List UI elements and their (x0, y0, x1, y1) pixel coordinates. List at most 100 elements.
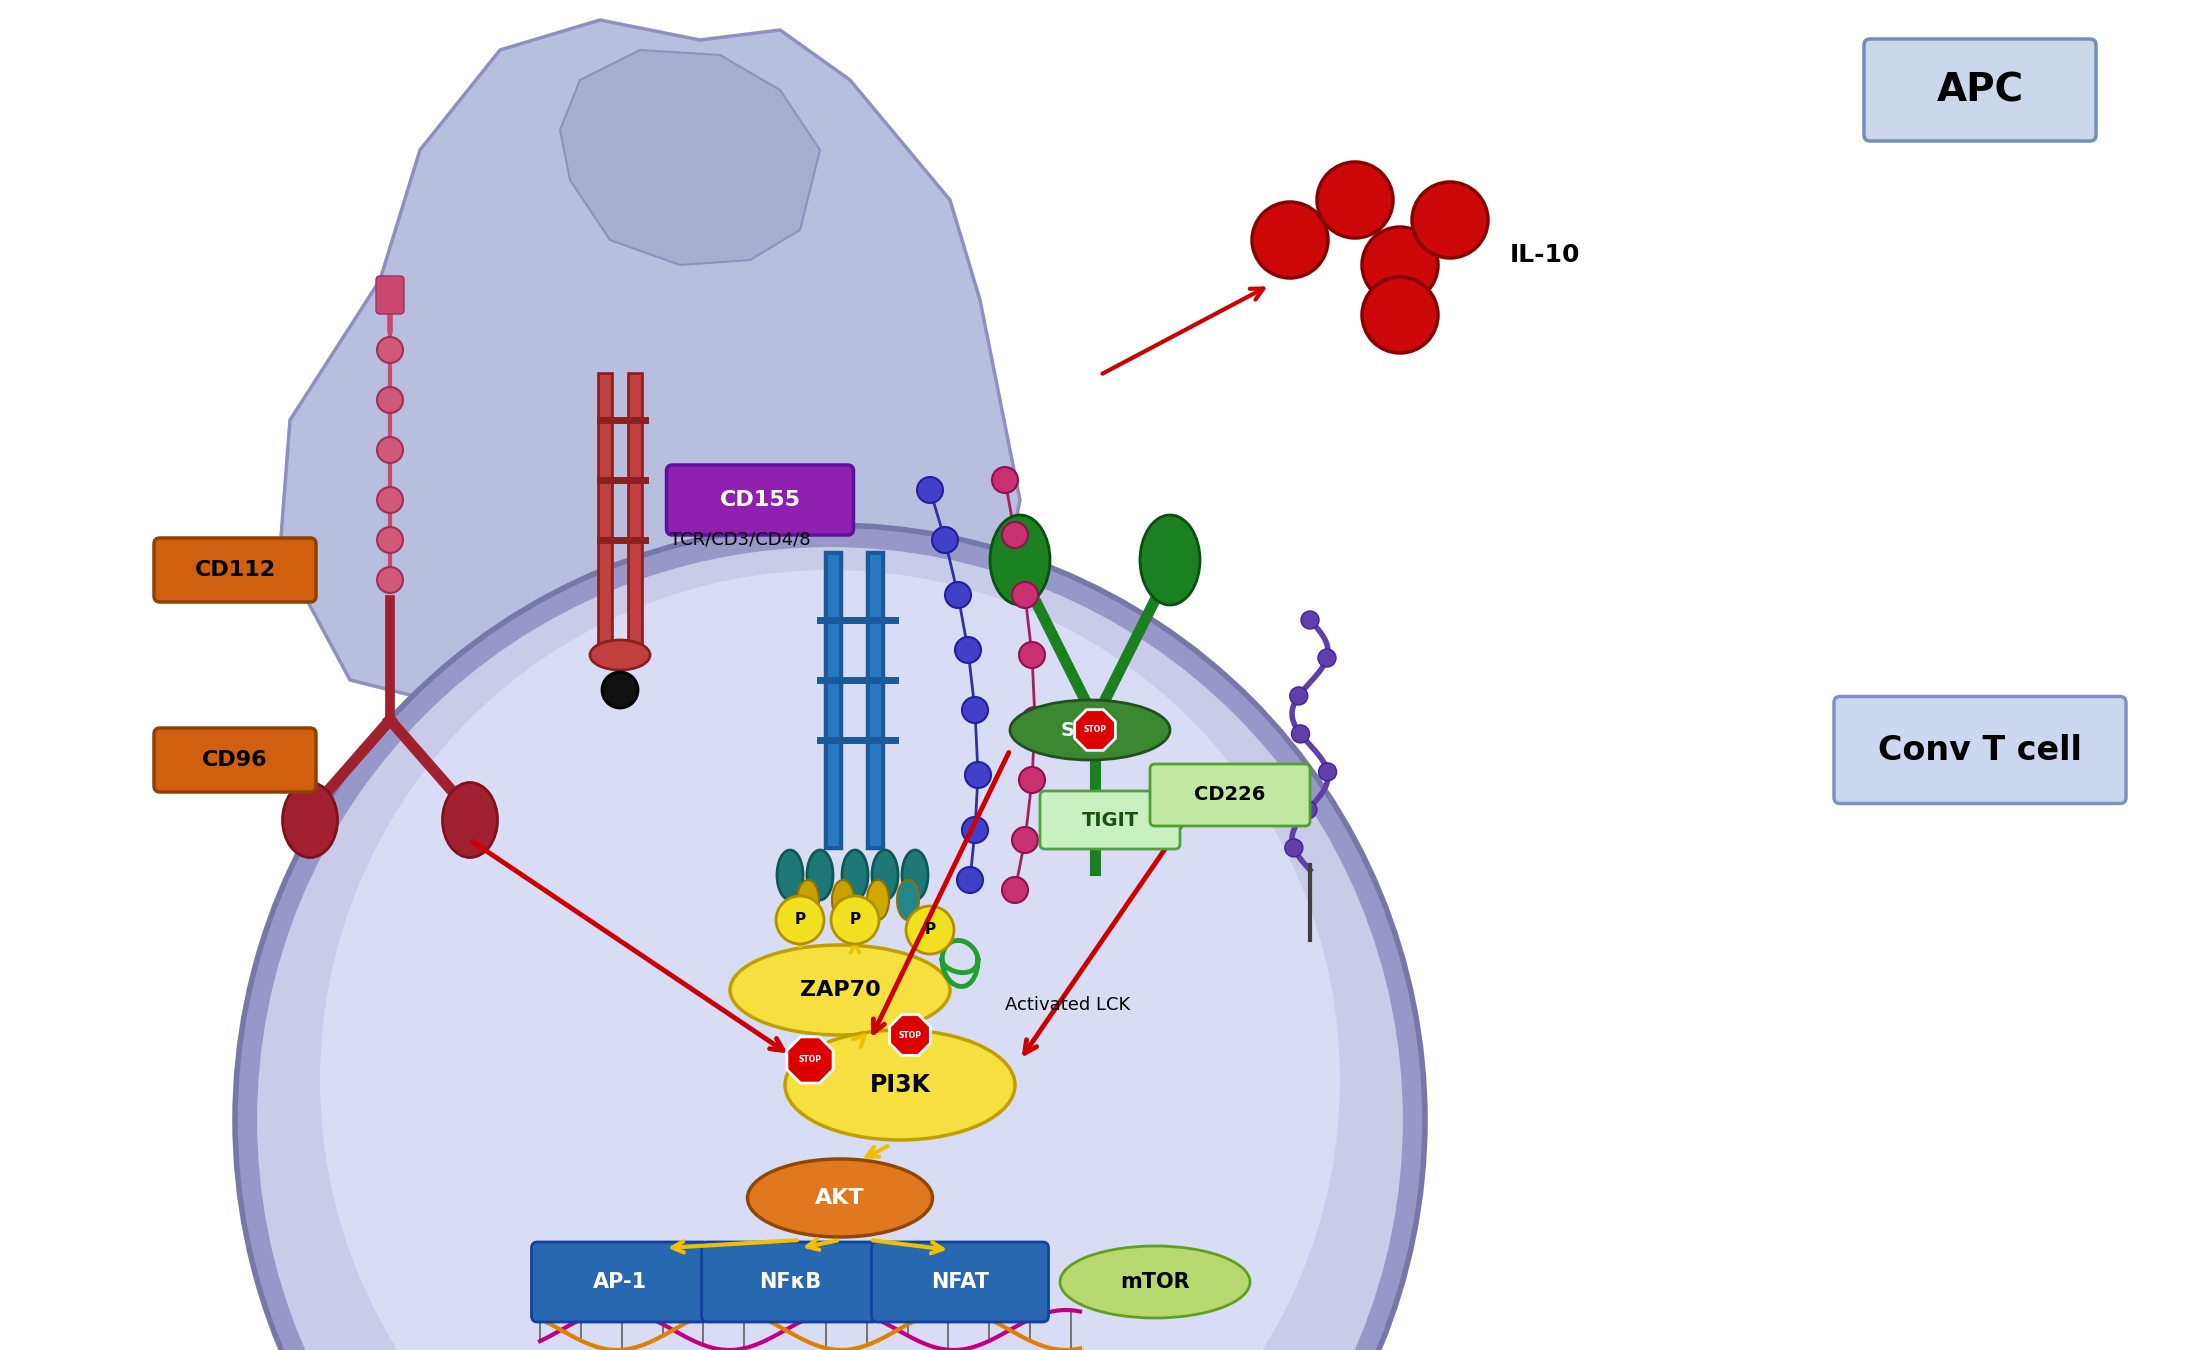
Ellipse shape (990, 514, 1049, 605)
Circle shape (1003, 522, 1027, 548)
Circle shape (992, 467, 1018, 493)
Text: IL-10: IL-10 (1510, 243, 1580, 267)
Ellipse shape (591, 640, 650, 670)
Ellipse shape (831, 880, 853, 919)
FancyBboxPatch shape (871, 1242, 1049, 1322)
Circle shape (602, 672, 637, 707)
FancyBboxPatch shape (154, 728, 315, 792)
Circle shape (1018, 643, 1045, 668)
Ellipse shape (1139, 514, 1199, 605)
Circle shape (377, 487, 403, 513)
Polygon shape (890, 1015, 930, 1056)
Ellipse shape (901, 850, 928, 900)
Circle shape (961, 697, 987, 724)
Circle shape (965, 761, 992, 788)
Circle shape (1298, 801, 1316, 819)
Ellipse shape (873, 850, 897, 900)
Ellipse shape (807, 850, 833, 900)
Circle shape (932, 526, 959, 554)
FancyBboxPatch shape (377, 275, 403, 315)
Circle shape (776, 896, 824, 944)
Circle shape (256, 545, 1404, 1350)
Text: STOP: STOP (1084, 725, 1106, 734)
Text: NFκB: NFκB (758, 1272, 822, 1292)
Ellipse shape (730, 945, 950, 1035)
Polygon shape (787, 1037, 833, 1083)
FancyBboxPatch shape (531, 1242, 707, 1322)
Circle shape (1362, 227, 1437, 302)
Text: ZAP70: ZAP70 (800, 980, 879, 1000)
Circle shape (1018, 767, 1045, 792)
Circle shape (377, 526, 403, 554)
Circle shape (1252, 202, 1329, 278)
FancyBboxPatch shape (154, 539, 315, 602)
Circle shape (1413, 182, 1488, 258)
Circle shape (1318, 763, 1336, 780)
Circle shape (377, 567, 403, 593)
Circle shape (1023, 707, 1047, 733)
FancyBboxPatch shape (1834, 697, 2127, 803)
Ellipse shape (1009, 701, 1170, 760)
Circle shape (236, 525, 1426, 1350)
Circle shape (917, 477, 943, 504)
FancyBboxPatch shape (701, 1242, 879, 1322)
Text: SHP2: SHP2 (1060, 721, 1120, 740)
Ellipse shape (866, 880, 888, 919)
FancyBboxPatch shape (1150, 764, 1309, 826)
Text: NFAT: NFAT (930, 1272, 990, 1292)
Circle shape (1012, 828, 1038, 853)
Ellipse shape (785, 1030, 1016, 1139)
Circle shape (1300, 612, 1318, 629)
Text: P: P (923, 922, 934, 937)
Circle shape (1289, 687, 1307, 705)
Text: CD155: CD155 (719, 490, 800, 510)
Text: TIGIT: TIGIT (1082, 810, 1139, 829)
Polygon shape (560, 50, 820, 265)
Circle shape (946, 582, 972, 608)
Circle shape (1292, 725, 1309, 743)
FancyBboxPatch shape (1865, 39, 2096, 140)
Circle shape (1012, 582, 1038, 608)
Text: CD96: CD96 (203, 751, 269, 769)
Text: P: P (793, 913, 807, 927)
FancyBboxPatch shape (1040, 791, 1179, 849)
Polygon shape (1076, 710, 1115, 751)
Circle shape (957, 867, 983, 892)
Polygon shape (280, 20, 1020, 720)
Text: Conv T cell: Conv T cell (1878, 733, 2083, 767)
Text: Activated LCK: Activated LCK (1005, 996, 1131, 1014)
Text: APC: APC (1937, 72, 2023, 109)
Ellipse shape (443, 783, 498, 857)
Text: PI3K: PI3K (871, 1073, 930, 1098)
Ellipse shape (798, 880, 820, 919)
Text: TCR/CD3/CD4/8: TCR/CD3/CD4/8 (670, 531, 811, 548)
Circle shape (377, 338, 403, 363)
Circle shape (961, 817, 987, 842)
Text: AP-1: AP-1 (593, 1272, 648, 1292)
Text: CD112: CD112 (194, 560, 276, 580)
Circle shape (1003, 878, 1027, 903)
Circle shape (377, 437, 403, 463)
Text: STOP: STOP (798, 1056, 822, 1065)
Ellipse shape (1060, 1246, 1250, 1318)
Circle shape (1318, 162, 1393, 238)
Circle shape (377, 387, 403, 413)
Ellipse shape (747, 1160, 932, 1237)
Circle shape (1318, 649, 1336, 667)
Ellipse shape (282, 783, 337, 857)
Text: P: P (849, 913, 860, 927)
Circle shape (831, 896, 879, 944)
Circle shape (320, 570, 1340, 1350)
Ellipse shape (842, 850, 868, 900)
FancyBboxPatch shape (666, 464, 853, 535)
Text: mTOR: mTOR (1120, 1272, 1190, 1292)
Ellipse shape (897, 880, 919, 919)
Text: CD226: CD226 (1195, 786, 1265, 805)
Circle shape (954, 637, 981, 663)
Circle shape (1362, 277, 1437, 352)
Circle shape (906, 906, 954, 954)
Text: AKT: AKT (815, 1188, 864, 1208)
Circle shape (1285, 838, 1303, 857)
Text: STOP: STOP (899, 1030, 921, 1040)
Ellipse shape (778, 850, 802, 900)
